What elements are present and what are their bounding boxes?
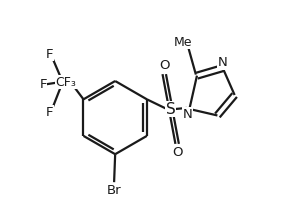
Text: S: S — [166, 102, 176, 116]
Text: F: F — [39, 78, 47, 91]
Text: Br: Br — [107, 184, 122, 197]
Text: CF₃: CF₃ — [55, 76, 76, 89]
Text: N: N — [182, 108, 192, 121]
Text: O: O — [172, 146, 182, 159]
Text: N: N — [218, 56, 228, 69]
Text: O: O — [159, 59, 169, 72]
Text: F: F — [46, 48, 53, 61]
Text: Me: Me — [174, 36, 192, 49]
Text: F: F — [46, 106, 53, 119]
